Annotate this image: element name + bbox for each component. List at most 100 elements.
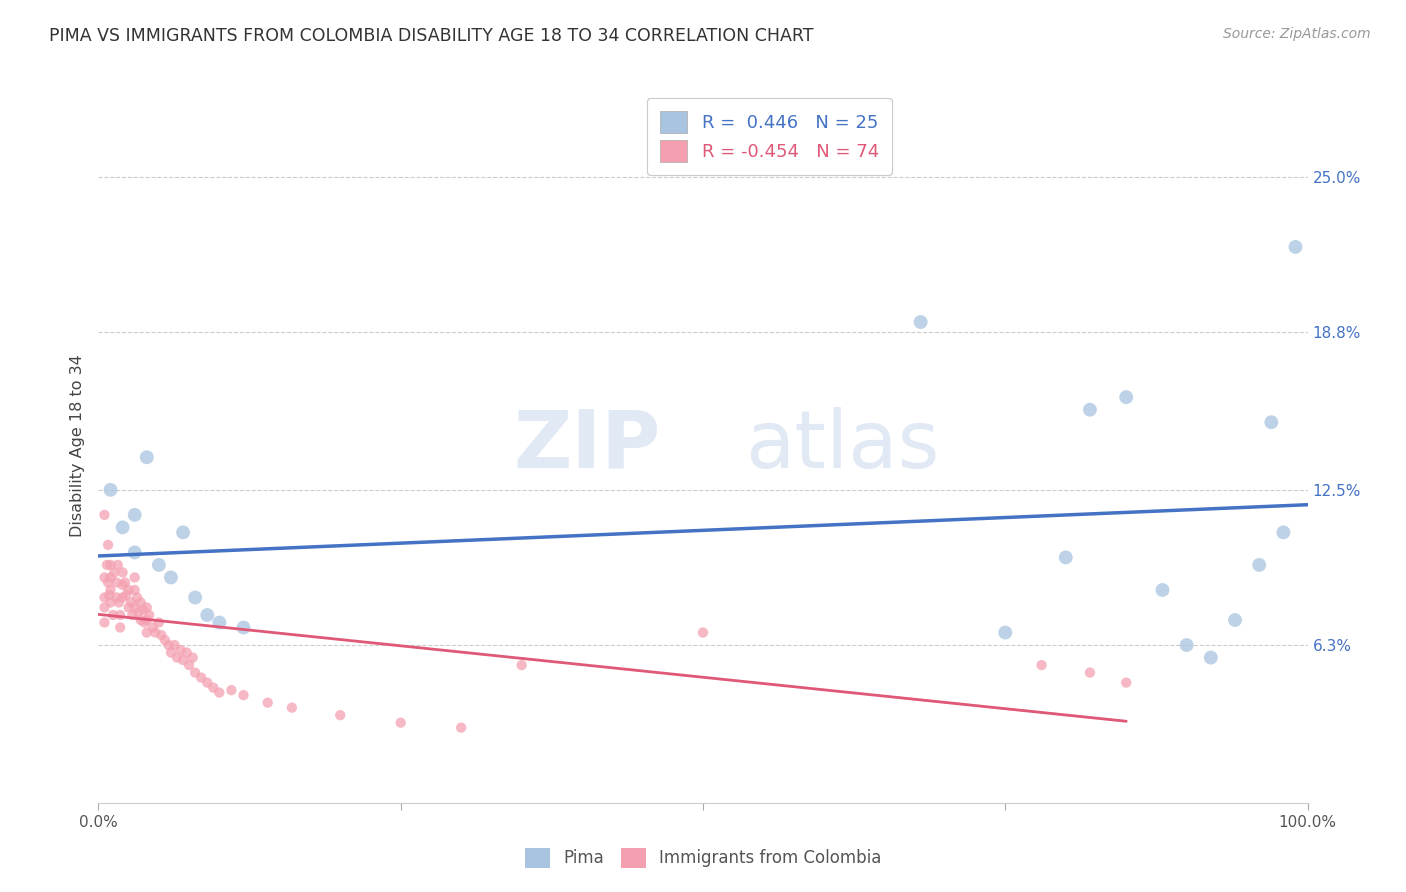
Point (97, 538, 120, 552)
Point (256, 696, 278, 710)
Point (1175, 638, 1198, 652)
Point (184, 665, 207, 680)
Point (232, 621, 254, 635)
Point (129, 613, 152, 627)
Point (143, 625, 166, 640)
Point (93, 570, 115, 584)
Point (93, 591, 115, 605)
Point (103, 566, 125, 580)
Point (163, 638, 186, 652)
Point (172, 653, 194, 667)
Point (389, 715, 412, 730)
Point (135, 600, 157, 615)
Point (157, 638, 180, 652)
Point (132, 603, 155, 617)
Point (97, 575, 120, 590)
Point (202, 681, 225, 695)
Point (148, 558, 170, 572)
Point (692, 625, 714, 640)
Point (129, 595, 152, 609)
Point (100, 483, 122, 497)
Point (111, 591, 134, 605)
Point (329, 708, 352, 723)
Point (510, 658, 533, 673)
Point (111, 578, 134, 592)
Point (100, 558, 122, 572)
Point (120, 595, 142, 609)
Legend: Pima, Immigrants from Colombia: Pima, Immigrants from Colombia (517, 841, 889, 875)
Point (111, 566, 134, 580)
Point (118, 600, 141, 615)
Point (994, 625, 1017, 640)
Point (1115, 390, 1137, 404)
Y-axis label: Disability Age 18 to 34: Disability Age 18 to 34 (69, 355, 84, 537)
Point (1199, 650, 1222, 665)
Point (135, 450, 157, 465)
Point (281, 700, 304, 714)
Point (135, 613, 157, 627)
Point (179, 658, 201, 673)
Point (124, 600, 146, 615)
Point (127, 606, 149, 620)
Point (1223, 613, 1246, 627)
Point (221, 683, 243, 698)
Point (108, 595, 131, 609)
Point (105, 575, 128, 590)
Point (184, 591, 207, 605)
Point (160, 646, 183, 660)
Point (910, 315, 932, 329)
Point (111, 520, 134, 534)
Point (176, 646, 198, 660)
Point (100, 582, 122, 597)
Point (108, 607, 131, 622)
Point (166, 650, 188, 665)
Point (1078, 665, 1101, 680)
Point (93, 615, 115, 630)
Point (108, 621, 131, 635)
Point (1249, 558, 1271, 572)
Point (1078, 402, 1101, 417)
Point (450, 721, 472, 735)
Point (148, 615, 170, 630)
Point (107, 558, 129, 572)
Point (172, 525, 194, 540)
Point (195, 675, 218, 690)
Point (160, 570, 183, 584)
Text: atlas: atlas (745, 407, 939, 485)
Point (153, 633, 176, 648)
Point (124, 545, 146, 559)
Point (114, 575, 136, 590)
Point (121, 607, 143, 622)
Text: Source: ZipAtlas.com: Source: ZipAtlas.com (1223, 27, 1371, 41)
Point (124, 570, 146, 584)
Point (101, 607, 124, 622)
Point (232, 688, 254, 702)
Point (1272, 525, 1295, 540)
Point (190, 671, 212, 685)
Point (134, 615, 156, 630)
Point (105, 591, 128, 605)
Point (93, 600, 115, 615)
Point (1115, 675, 1137, 690)
Text: ZIP: ZIP (513, 407, 661, 485)
Point (96, 558, 118, 572)
Point (1260, 415, 1282, 429)
Point (138, 607, 160, 622)
Point (1031, 658, 1053, 673)
Point (118, 582, 141, 597)
Legend: R =  0.446   N = 25, R = -0.454   N = 74: R = 0.446 N = 25, R = -0.454 N = 74 (648, 98, 891, 175)
Point (142, 621, 165, 635)
Point (98, 588, 121, 602)
Point (195, 607, 218, 622)
Text: PIMA VS IMMIGRANTS FROM COLOMBIA DISABILITY AGE 18 TO 34 CORRELATION CHART: PIMA VS IMMIGRANTS FROM COLOMBIA DISABIL… (49, 27, 814, 45)
Point (93, 508, 115, 522)
Point (135, 625, 157, 640)
Point (1054, 550, 1077, 565)
Point (100, 570, 122, 584)
Point (208, 685, 231, 699)
Point (208, 615, 231, 630)
Point (124, 508, 146, 522)
Point (150, 628, 173, 642)
Point (169, 643, 191, 657)
Point (115, 588, 138, 602)
